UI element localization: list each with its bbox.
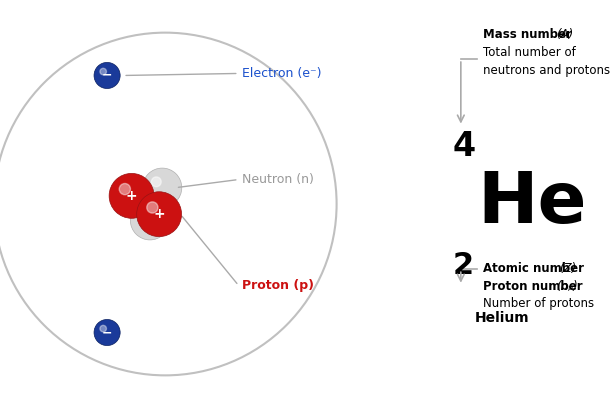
Ellipse shape bbox=[136, 192, 182, 237]
Ellipse shape bbox=[119, 184, 130, 195]
Text: 2: 2 bbox=[453, 251, 474, 280]
Text: (nₚ): (nₚ) bbox=[556, 279, 578, 293]
Ellipse shape bbox=[100, 325, 106, 332]
Text: Atomic number: Atomic number bbox=[483, 262, 589, 275]
Ellipse shape bbox=[139, 210, 149, 220]
Text: Total number of: Total number of bbox=[483, 46, 577, 59]
Ellipse shape bbox=[94, 319, 120, 346]
Text: −: − bbox=[102, 69, 113, 82]
Text: Neutron (n): Neutron (n) bbox=[242, 173, 313, 186]
Text: Proton (p): Proton (p) bbox=[242, 279, 314, 292]
Text: +: + bbox=[126, 189, 137, 203]
Text: neutrons and protons: neutrons and protons bbox=[483, 64, 611, 77]
Text: +: + bbox=[154, 207, 165, 221]
Text: Number of protons: Number of protons bbox=[483, 297, 595, 310]
Ellipse shape bbox=[151, 177, 161, 187]
Text: Mass number: Mass number bbox=[483, 28, 577, 41]
Text: 4: 4 bbox=[453, 131, 476, 163]
Text: Electron (e⁻): Electron (e⁻) bbox=[242, 67, 321, 80]
Text: −: − bbox=[102, 326, 113, 339]
Text: (Z): (Z) bbox=[559, 262, 576, 275]
Text: Proton number: Proton number bbox=[483, 279, 588, 293]
Text: (A): (A) bbox=[556, 28, 573, 41]
Ellipse shape bbox=[94, 62, 120, 89]
Ellipse shape bbox=[143, 168, 182, 207]
Ellipse shape bbox=[109, 173, 154, 218]
Text: He: He bbox=[477, 169, 587, 239]
Ellipse shape bbox=[100, 68, 106, 75]
Ellipse shape bbox=[130, 201, 170, 240]
Text: Helium: Helium bbox=[474, 311, 529, 325]
Ellipse shape bbox=[147, 202, 158, 213]
